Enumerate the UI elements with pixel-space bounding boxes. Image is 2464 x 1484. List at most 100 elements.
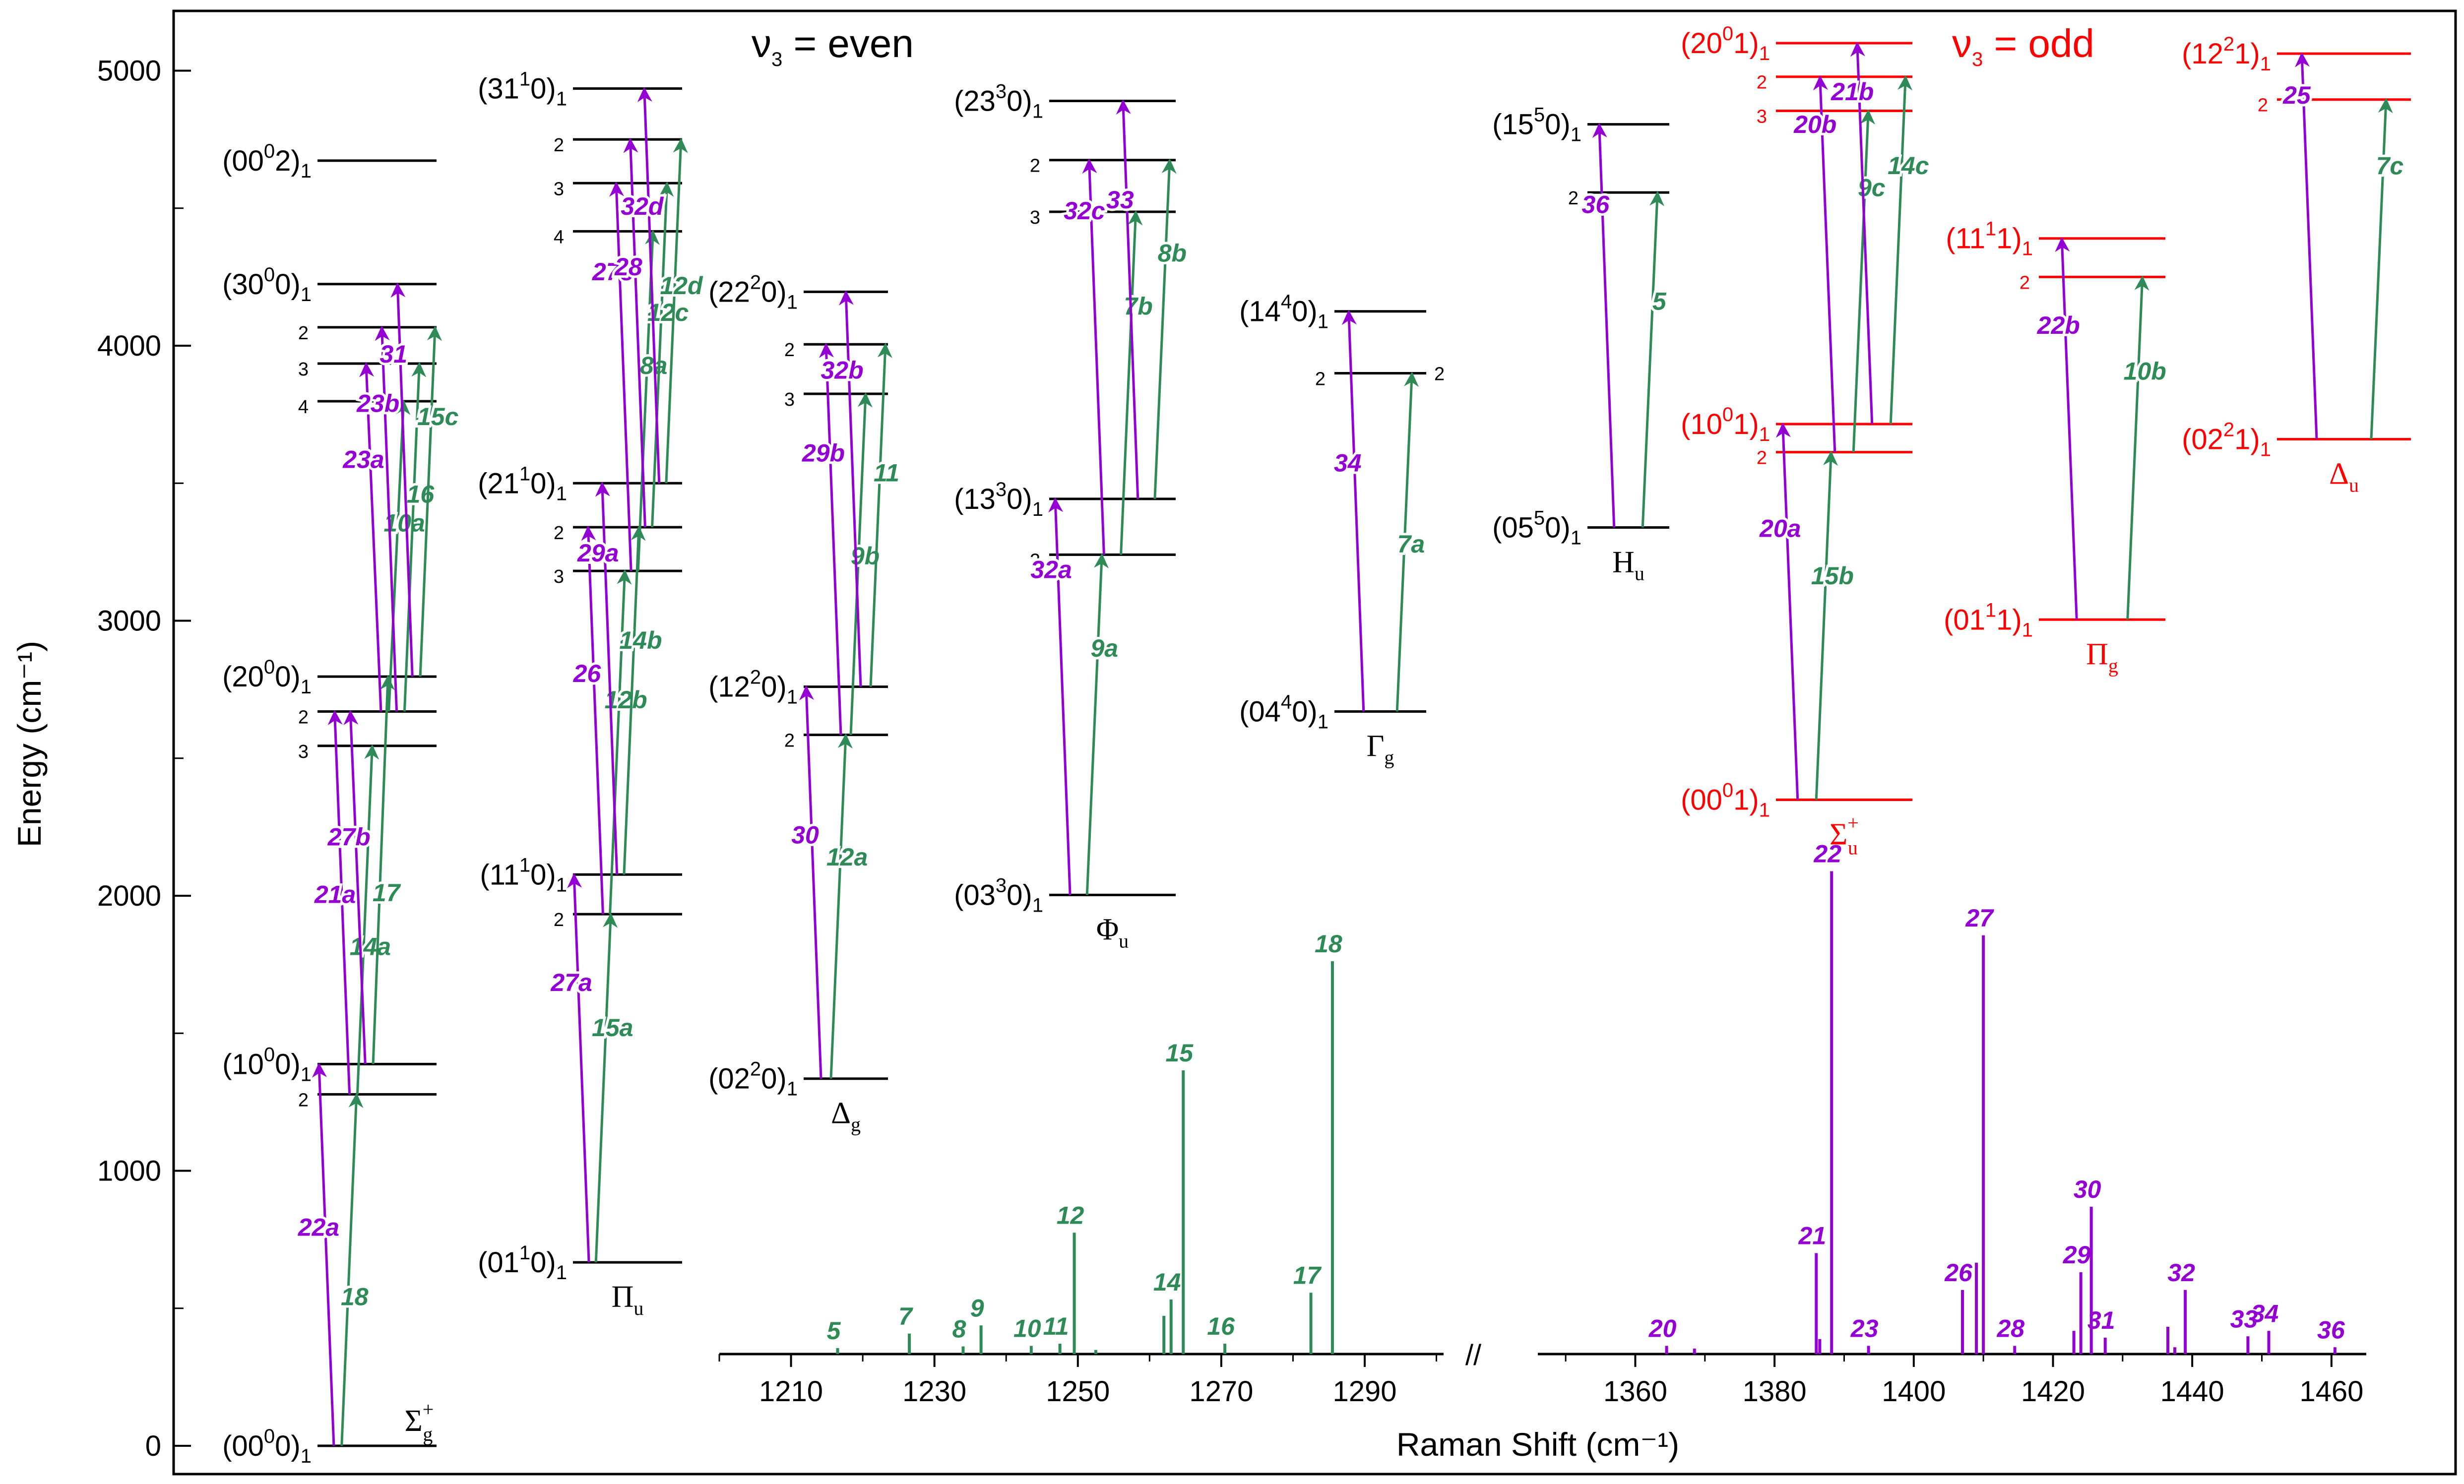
energy-level-index: 3	[554, 179, 564, 199]
stick-label: 18	[1315, 930, 1342, 958]
energy-level-label: (0110)1	[478, 1242, 567, 1284]
energy-level-index: 2	[1315, 369, 1326, 389]
transition-label: 10b	[2124, 358, 2166, 385]
transition-arrow	[849, 392, 873, 735]
x-tick-label: 1270	[1189, 1375, 1253, 1408]
energy-level-label: (0330)1	[954, 874, 1043, 916]
energy-level-label: (0001)1	[1681, 779, 1770, 821]
energy-level-index: 4	[554, 227, 564, 247]
symmetry-label: Πg	[2086, 637, 2118, 677]
transition-9c: 9c	[1852, 109, 1888, 452]
transition-arrow	[1850, 42, 1874, 425]
transition-28: 28	[612, 138, 646, 528]
transition-label: 26	[573, 660, 602, 687]
level-stack-pi_u: (0110)1 2 (1110)1 2 3 (2110)1 2 3 4 (3110)1 Πu	[478, 68, 682, 1319]
energy-level-label: (3000)1	[222, 264, 312, 306]
transition-arrow	[1641, 191, 1665, 528]
transition-arrow	[2126, 275, 2149, 620]
headers: ν3 = even ν3 = odd	[752, 21, 2094, 70]
transition-arrow	[623, 525, 646, 875]
transition-label: 14b	[619, 626, 662, 654]
transition-arrow	[623, 138, 646, 528]
stick-label: 9	[970, 1294, 984, 1322]
energy-level-label: (1110)1	[480, 854, 567, 896]
energy-level-label: (3110)1	[478, 68, 567, 110]
symmetry-label: Δg	[831, 1097, 861, 1136]
transition-10b: 10b	[2121, 275, 2169, 620]
transition-label: 21a	[314, 880, 356, 908]
energy-level-index: 2	[1030, 156, 1040, 177]
symmetry-label: Σ+ u	[1830, 811, 1859, 859]
transition-14a: 14a	[347, 744, 393, 1095]
energy-level-index: 3	[298, 359, 309, 380]
transition-arrow	[829, 733, 853, 1079]
energy-level-label: (1221)1	[2182, 33, 2271, 75]
plot-frame	[172, 9, 2457, 1476]
transition-arrow	[343, 710, 367, 1064]
transition-20a: 20a	[1757, 423, 1803, 800]
transition-arrow	[356, 744, 379, 1095]
transition-arrow	[1153, 158, 1177, 499]
transition-arrow	[869, 343, 892, 687]
transition-15c: 15c	[415, 325, 461, 677]
energy-level-label: (1000)1	[222, 1044, 312, 1085]
transition-15b: 15b	[1809, 450, 1856, 800]
transition-arrow	[595, 482, 619, 875]
transition-arrow	[419, 325, 442, 677]
transition-arrow	[1889, 75, 1913, 425]
energy-level-label: (0002)1	[222, 140, 312, 182]
transition-7c: 7c	[2370, 98, 2406, 439]
stick-label: 34	[2251, 1299, 2279, 1327]
transition-9a: 9a	[1085, 553, 1121, 895]
transition-label: 32d	[621, 192, 664, 220]
transition-label: 27b	[327, 823, 371, 851]
transition-arrow	[594, 913, 618, 1263]
transition-label: 32c	[1064, 197, 1105, 225]
level-stack-sigma_u: (0001)1 2 (1001)1 2 3 (2001)1 Σ+ u	[1681, 23, 1912, 859]
transition-27c: 27c	[589, 182, 636, 571]
energy-levels: (0000)12(1000)123(2000)1234(3000)1(0002)…	[222, 23, 2411, 1467]
energy-level-label: (2330)1	[954, 80, 1043, 122]
transition-31: 31	[377, 282, 414, 677]
y-tick-label: 4000	[97, 330, 161, 362]
transition-26: 26	[570, 525, 604, 915]
energy-level-index: 2	[1757, 448, 1767, 469]
transition-29b: 29b	[799, 343, 847, 735]
stick-label: 8	[952, 1315, 966, 1343]
stick-label: 31	[2087, 1306, 2115, 1334]
transition-label: 7a	[1397, 530, 1425, 558]
y-tick-label: 2000	[97, 880, 161, 912]
stick-label: 5	[827, 1317, 841, 1345]
stick-label: 36	[2317, 1316, 2345, 1344]
transition-arrow	[581, 525, 604, 915]
transition-label: 31	[379, 340, 407, 368]
transition-32d: 32d	[618, 87, 667, 484]
stick-label: 21	[1798, 1222, 1827, 1250]
header-nu3: ν3 = odd	[1952, 21, 2094, 70]
transition-label: 32b	[821, 356, 864, 384]
y-tick-label: 5000	[97, 55, 161, 87]
energy-level-index: 3	[1757, 106, 1767, 127]
stick-label: 10	[1013, 1315, 1041, 1343]
transition-5: 5	[1641, 191, 1669, 528]
transition-36: 36	[1579, 123, 1616, 528]
energy-level-label: (2001)1	[1681, 23, 1770, 64]
energy-level-index: 2	[2020, 272, 2030, 293]
level-stack-sigma_g: (0000)1 2 (1000)1 2 3 (2000)1 2 3 4 (3000)1 (0002)…	[222, 140, 437, 1467]
transition-label: 21b	[1831, 78, 1874, 106]
transition-label: 12a	[826, 843, 868, 871]
x-tick-label: 1400	[1882, 1375, 1946, 1408]
transition-label: 14c	[1888, 152, 1929, 180]
transition-label: 27c	[592, 258, 634, 286]
transition-label: 22b	[2037, 311, 2080, 339]
transition-arrow	[387, 400, 411, 712]
transition-label: 9a	[1090, 634, 1118, 662]
transition-27b: 27b	[325, 710, 373, 1064]
energy-level-index: 2	[1568, 188, 1579, 209]
transition-32a: 32a	[1028, 497, 1074, 895]
x-tick-label: 1420	[2021, 1375, 2085, 1408]
energy-level-index: 2	[554, 910, 564, 930]
energy-level-label: (2220)1	[708, 271, 798, 313]
transition-label: 28	[614, 253, 642, 281]
stick-label: 14	[1153, 1268, 1181, 1296]
